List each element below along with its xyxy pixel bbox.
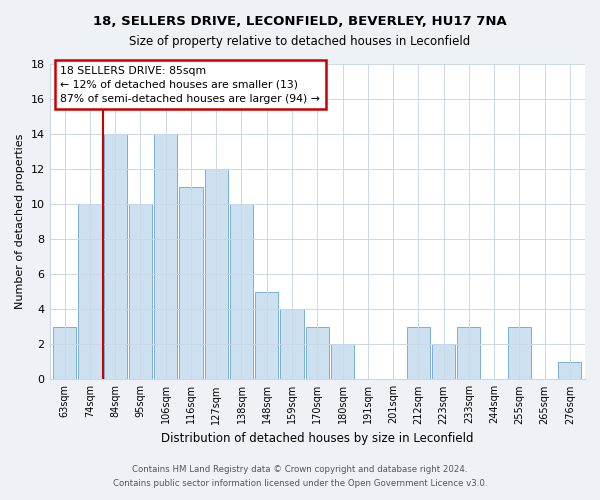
- Bar: [457, 327, 481, 380]
- X-axis label: Distribution of detached houses by size in Leconfield: Distribution of detached houses by size …: [161, 432, 473, 445]
- Bar: [255, 292, 278, 380]
- Y-axis label: Number of detached properties: Number of detached properties: [15, 134, 25, 310]
- Bar: [508, 327, 531, 380]
- Bar: [280, 309, 304, 380]
- Bar: [179, 186, 203, 380]
- Text: 18, SELLERS DRIVE, LECONFIELD, BEVERLEY, HU17 7NA: 18, SELLERS DRIVE, LECONFIELD, BEVERLEY,…: [93, 15, 507, 28]
- Bar: [79, 204, 101, 380]
- Text: Contains HM Land Registry data © Crown copyright and database right 2024.
Contai: Contains HM Land Registry data © Crown c…: [113, 466, 487, 487]
- Bar: [558, 362, 581, 380]
- Text: 18 SELLERS DRIVE: 85sqm
← 12% of detached houses are smaller (13)
87% of semi-de: 18 SELLERS DRIVE: 85sqm ← 12% of detache…: [60, 66, 320, 104]
- Bar: [205, 169, 228, 380]
- Text: Size of property relative to detached houses in Leconfield: Size of property relative to detached ho…: [130, 35, 470, 48]
- Bar: [331, 344, 354, 380]
- Bar: [230, 204, 253, 380]
- Bar: [154, 134, 178, 380]
- Bar: [129, 204, 152, 380]
- Bar: [432, 344, 455, 380]
- Bar: [53, 327, 76, 380]
- Bar: [104, 134, 127, 380]
- Bar: [305, 327, 329, 380]
- Bar: [407, 327, 430, 380]
